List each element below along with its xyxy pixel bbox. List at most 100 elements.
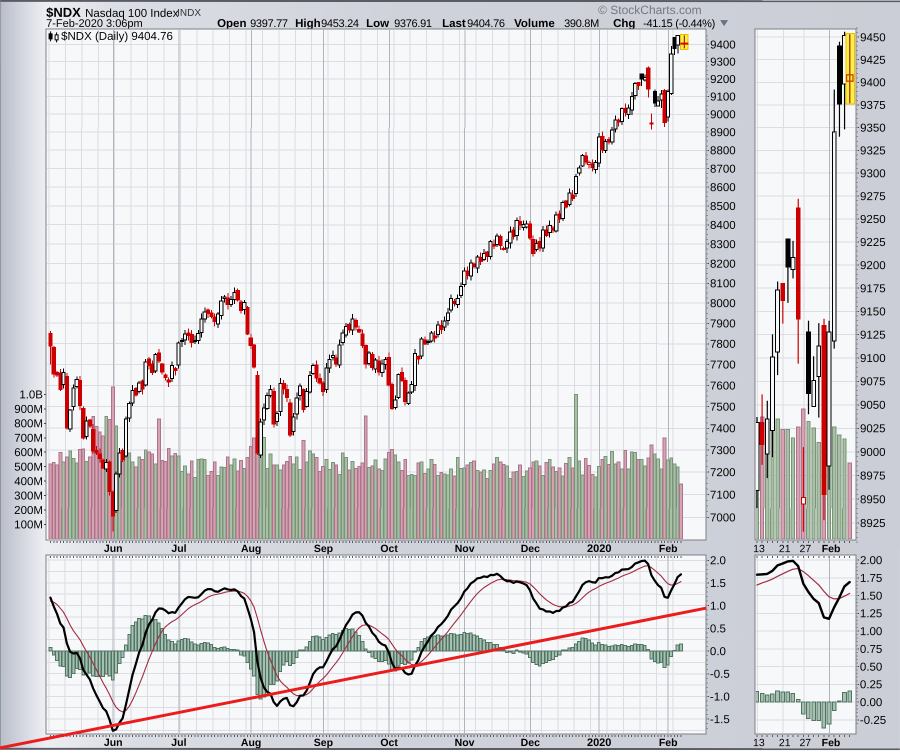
svg-text:-1.5: -1.5 (710, 714, 730, 726)
svg-text:1.5: 1.5 (710, 578, 726, 590)
svg-text:2.00: 2.00 (860, 555, 882, 567)
svg-text:9225: 9225 (860, 237, 886, 249)
svg-text:7-Feb-2020 3:06pm: 7-Feb-2020 3:06pm (46, 18, 143, 30)
svg-text:Jul: Jul (171, 543, 186, 555)
svg-text:Low: Low (366, 18, 389, 30)
svg-text:Dec: Dec (521, 543, 540, 555)
svg-text:8400: 8400 (710, 220, 736, 232)
svg-text:8600: 8600 (710, 182, 736, 194)
svg-text:100M: 100M (14, 519, 43, 531)
svg-text:1.75: 1.75 (860, 573, 882, 585)
svg-text:200M: 200M (14, 505, 43, 517)
svg-text:600M: 600M (14, 447, 43, 459)
svg-text:High: High (295, 18, 321, 30)
svg-text:-1.0: -1.0 (710, 691, 730, 703)
svg-text:1.00: 1.00 (860, 626, 882, 638)
svg-text:9300: 9300 (860, 168, 886, 180)
svg-text:1.50: 1.50 (860, 591, 882, 603)
svg-text:Feb: Feb (822, 737, 841, 749)
svg-text:Sep: Sep (314, 737, 333, 749)
svg-text:8200: 8200 (710, 259, 736, 271)
svg-text:0.50: 0.50 (860, 662, 882, 674)
svg-text:-0.5: -0.5 (710, 669, 730, 681)
svg-text:390.8M: 390.8M (564, 18, 599, 30)
svg-text:9404.76: 9404.76 (467, 18, 505, 30)
svg-text:27: 27 (799, 737, 811, 749)
svg-text:Dec: Dec (521, 737, 540, 749)
svg-text:7200: 7200 (710, 467, 736, 479)
svg-text:Chg: Chg (613, 18, 635, 30)
svg-text:2020: 2020 (587, 543, 611, 555)
svg-text:0.75: 0.75 (860, 644, 882, 656)
svg-text:9175: 9175 (860, 283, 886, 295)
svg-text:9025: 9025 (860, 423, 886, 435)
svg-text:8900: 8900 (710, 127, 736, 139)
svg-text:21: 21 (779, 737, 791, 749)
svg-text:Oct: Oct (380, 737, 398, 749)
svg-text:9400: 9400 (860, 77, 886, 89)
svg-text:7700: 7700 (710, 359, 736, 371)
svg-text:2.0: 2.0 (710, 555, 726, 567)
svg-text:Aug: Aug (241, 737, 261, 749)
svg-text:9250: 9250 (860, 214, 886, 226)
svg-text:7300: 7300 (710, 445, 736, 457)
svg-text:7000: 7000 (710, 512, 736, 524)
svg-text:7800: 7800 (710, 339, 736, 351)
svg-text:13: 13 (753, 543, 765, 555)
svg-text:0.25: 0.25 (860, 679, 882, 691)
svg-text:300M: 300M (14, 490, 43, 502)
svg-text:9150: 9150 (860, 306, 886, 318)
svg-text:7100: 7100 (710, 490, 736, 502)
svg-text:9200: 9200 (860, 260, 886, 272)
svg-text:8925: 8925 (860, 518, 886, 530)
svg-text:700M: 700M (14, 433, 43, 445)
svg-text:Jun: Jun (104, 543, 123, 555)
svg-text:9000: 9000 (860, 447, 886, 459)
svg-text:13: 13 (753, 737, 765, 749)
svg-text:8300: 8300 (710, 239, 736, 251)
svg-text:900M: 900M (14, 404, 43, 416)
svg-text:8500: 8500 (710, 201, 736, 213)
svg-text:21: 21 (779, 543, 791, 555)
svg-text:9375: 9375 (860, 100, 886, 112)
svg-text:9325: 9325 (860, 145, 886, 157)
svg-text:9100: 9100 (860, 353, 886, 365)
svg-text:Feb: Feb (659, 737, 678, 749)
svg-text:9125: 9125 (860, 330, 886, 342)
svg-text:9425: 9425 (860, 55, 886, 67)
svg-text:9376.91: 9376.91 (394, 18, 432, 30)
svg-text:-0.25: -0.25 (860, 715, 886, 727)
svg-text:7900: 7900 (710, 318, 736, 330)
svg-text:-41.15 (-0.44%): -41.15 (-0.44%) (643, 18, 715, 30)
svg-text:7600: 7600 (710, 380, 736, 392)
svg-text:Feb: Feb (822, 543, 841, 555)
svg-text:Open: Open (217, 18, 246, 30)
svg-text:0.0: 0.0 (710, 646, 726, 658)
svg-text:Volume: Volume (514, 18, 555, 30)
svg-text:Oct: Oct (380, 543, 398, 555)
svg-text:Nov: Nov (455, 737, 475, 749)
svg-text:8700: 8700 (710, 164, 736, 176)
svg-text:8950: 8950 (860, 494, 886, 506)
svg-text:7400: 7400 (710, 423, 736, 435)
svg-text:Nov: Nov (455, 543, 475, 555)
svg-text:8800: 8800 (710, 145, 736, 157)
svg-text:Last: Last (442, 18, 466, 30)
svg-text:800M: 800M (14, 418, 43, 430)
svg-text:27: 27 (800, 543, 812, 555)
svg-text:0.00: 0.00 (860, 697, 882, 709)
svg-text:8975: 8975 (860, 471, 886, 483)
svg-text:2020: 2020 (587, 737, 611, 749)
svg-text:9450: 9450 (860, 32, 886, 44)
svg-text:8000: 8000 (710, 298, 736, 310)
svg-text:Feb: Feb (659, 543, 678, 555)
svg-text:Sep: Sep (314, 543, 333, 555)
svg-text:9100: 9100 (710, 91, 736, 103)
svg-text:500M: 500M (14, 462, 43, 474)
svg-text:Jun: Jun (104, 737, 123, 749)
svg-text:9453.24: 9453.24 (321, 18, 359, 30)
svg-text:9050: 9050 (860, 400, 886, 412)
svg-text:INDX: INDX (177, 8, 201, 19)
svg-text:400M: 400M (14, 476, 43, 488)
svg-text:0.5: 0.5 (710, 623, 726, 635)
